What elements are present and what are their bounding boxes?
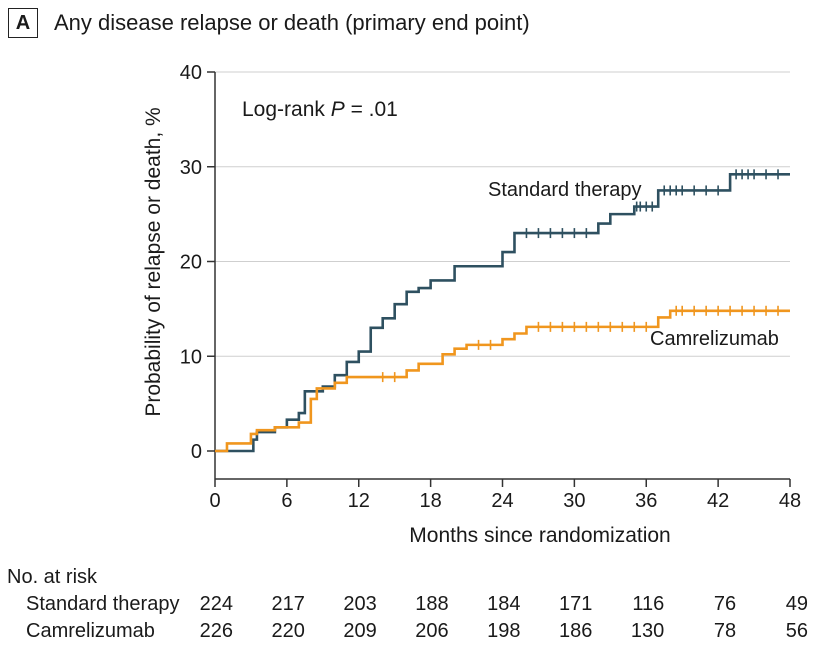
- at-risk-value: 188: [415, 593, 449, 615]
- axes: 0 10 20 30 40 0 6 12 18 24 30 36 42 48: [180, 62, 801, 512]
- x-tick-label: 30: [563, 490, 585, 512]
- at-risk-value: 78: [713, 620, 737, 642]
- at-risk-value: 184: [487, 593, 521, 615]
- logrank-annotation: Log-rank P = .01: [242, 98, 398, 121]
- at-risk-value: 76: [713, 593, 737, 615]
- x-tick-label: 0: [209, 490, 220, 512]
- at-risk-value: 217: [271, 593, 305, 615]
- at-risk-value: 186: [559, 620, 593, 642]
- at-risk-value: 130: [630, 620, 665, 642]
- at-risk-value: 203: [343, 593, 377, 615]
- at-risk-row-label: Camrelizumab: [26, 620, 155, 642]
- y-tick-label: 0: [191, 441, 202, 463]
- x-axis-label: Months since randomization: [409, 524, 670, 547]
- x-tick-label: 6: [281, 490, 292, 512]
- at-risk-value: 116: [632, 593, 665, 615]
- km-chart: 0 10 20 30 40 0 6 12 18 24 30 36 42 48 Log-rank P = .…: [142, 62, 801, 547]
- at-risk-value: 209: [343, 620, 377, 642]
- at-risk-value: 56: [785, 620, 808, 642]
- panel-title: Any disease relapse or death (primary en…: [54, 10, 530, 35]
- x-tick-label: 12: [348, 490, 370, 512]
- at-risk-value: 226: [199, 620, 233, 642]
- x-tick-label: 42: [707, 490, 729, 512]
- y-tick-label: 30: [180, 157, 202, 179]
- panel-letter-badge: A: [8, 8, 38, 38]
- at-risk-value: 171: [559, 593, 593, 615]
- y-tick-label: 40: [180, 62, 202, 84]
- at-risk-value: 224: [199, 593, 233, 615]
- y-tick-label: 20: [180, 252, 202, 274]
- curves: [215, 169, 790, 453]
- logrank-prefix: Log-rank: [242, 98, 331, 121]
- at-risk-value: 206: [415, 620, 449, 642]
- series-label-standard: Standard therapy: [488, 179, 641, 201]
- at-risk-value: 220: [271, 620, 305, 642]
- at-risk-value: 49: [785, 593, 808, 615]
- x-tick-label: 18: [420, 490, 442, 512]
- logrank-suffix: = .01: [345, 98, 398, 121]
- logrank-p: P: [331, 98, 345, 121]
- series-line-camrelizumab: [215, 309, 790, 453]
- x-tick-label: 24: [491, 490, 513, 512]
- at-risk-row-label: Standard therapy: [26, 593, 180, 615]
- series-label-camrelizumab: Camrelizumab: [650, 328, 779, 350]
- x-tick-label: 36: [635, 490, 657, 512]
- y-tick-label: 10: [180, 346, 202, 368]
- series-line-standard: [215, 173, 790, 453]
- y-axis-label: Probability of relapse or death, %: [142, 107, 165, 416]
- at-risk-value: 198: [487, 620, 521, 642]
- at-risk-title: No. at risk: [7, 566, 98, 588]
- x-tick-label: 48: [779, 490, 801, 512]
- grid-lines: [215, 71, 790, 357]
